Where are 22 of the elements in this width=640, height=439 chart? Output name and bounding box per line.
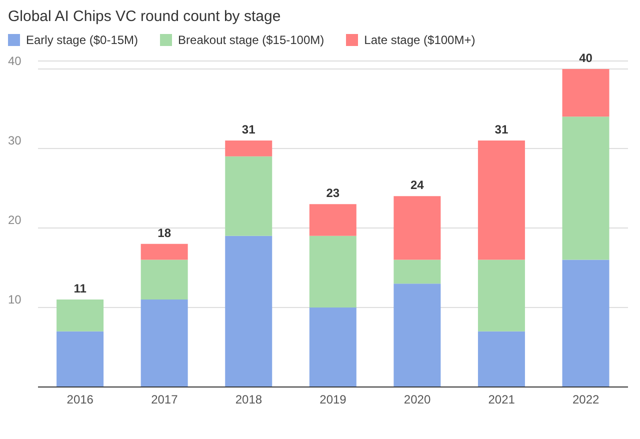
total-label: 11 (74, 282, 87, 296)
x-tick-label: 2020 (404, 392, 431, 407)
total-label: 31 (242, 122, 256, 137)
x-tick-label: 2016 (66, 392, 94, 407)
y-tick-label: 30 (8, 134, 22, 148)
legend-label: Late stage ($100M+) (364, 33, 476, 47)
legend-label: Early stage ($0-15M) (26, 33, 138, 47)
x-tick-label: 2019 (320, 392, 347, 407)
total-label: 23 (326, 186, 340, 200)
legend-label: Breakout stage ($15-100M) (178, 33, 324, 47)
total-label: 31 (494, 122, 508, 137)
total-label: 18 (158, 226, 172, 240)
x-tick-label: 2021 (488, 392, 516, 407)
chart-title: Global AI Chips VC round count by stage (8, 8, 282, 25)
x-tick-label: 2017 (151, 392, 178, 407)
y-tick-label: 40 (8, 54, 22, 68)
x-tick-label: 2018 (235, 392, 262, 407)
total-label: 24 (410, 178, 424, 192)
total-label: 40 (579, 50, 593, 65)
x-tick-label: 2022 (572, 392, 600, 407)
y-tick-label: 10 (8, 292, 22, 307)
y-tick-label: 20 (8, 213, 22, 228)
